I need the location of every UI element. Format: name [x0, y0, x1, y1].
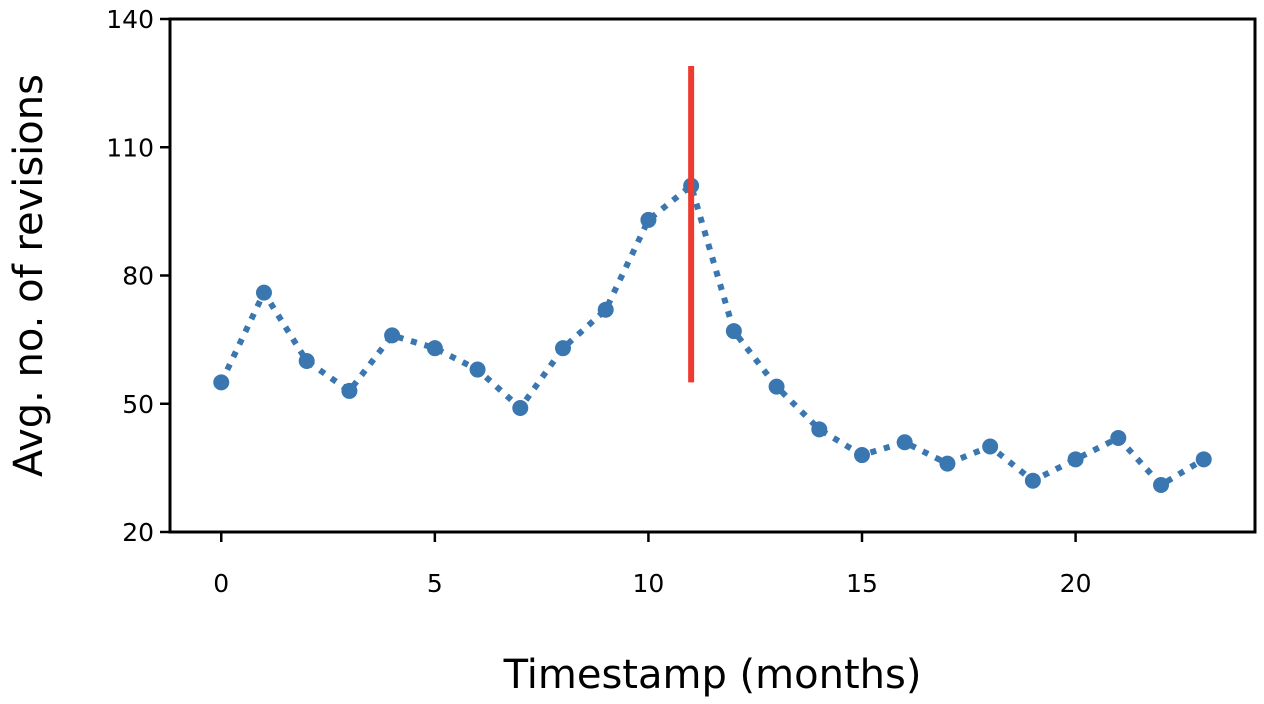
x-tick-label: 15: [846, 569, 878, 598]
data-point: [213, 374, 230, 391]
data-point: [298, 353, 315, 369]
x-axis-title: Timestamp (months): [503, 652, 922, 698]
data-point: [554, 340, 571, 357]
data-point: [982, 438, 999, 455]
y-tick-label: 20: [122, 518, 154, 547]
data-point: [939, 455, 956, 472]
y-axis-title: Avg. no. of revisions: [6, 74, 52, 477]
y-tick-label: 110: [106, 133, 154, 162]
y-tick-label: 50: [122, 390, 154, 419]
y-tick-label: 140: [106, 5, 154, 34]
data-point: [1153, 476, 1170, 493]
data-point: [725, 323, 742, 340]
data-point: [1195, 451, 1212, 468]
data-point: [811, 421, 828, 438]
x-tick-label: 5: [427, 569, 443, 598]
y-tick-label: 80: [122, 262, 154, 291]
data-point: [384, 327, 401, 344]
plot-frame: [168, 17, 1257, 534]
data-point: [854, 447, 871, 464]
data-point: [512, 400, 529, 417]
data-point: [341, 382, 358, 399]
data-point: [469, 361, 486, 378]
data-point: [1067, 451, 1084, 468]
series-line: [218, 180, 1206, 489]
data-point: [255, 284, 272, 301]
x-tick-label: 0: [213, 569, 229, 598]
data-point: [426, 340, 443, 357]
data-point: [768, 378, 785, 395]
data-point: [1110, 429, 1127, 446]
x-tick-label: 20: [1060, 569, 1092, 598]
data-point: [640, 211, 657, 228]
data-point: [896, 434, 913, 451]
data-point: [597, 301, 614, 318]
data-point: [1024, 472, 1041, 489]
x-tick-label: 10: [633, 569, 665, 598]
